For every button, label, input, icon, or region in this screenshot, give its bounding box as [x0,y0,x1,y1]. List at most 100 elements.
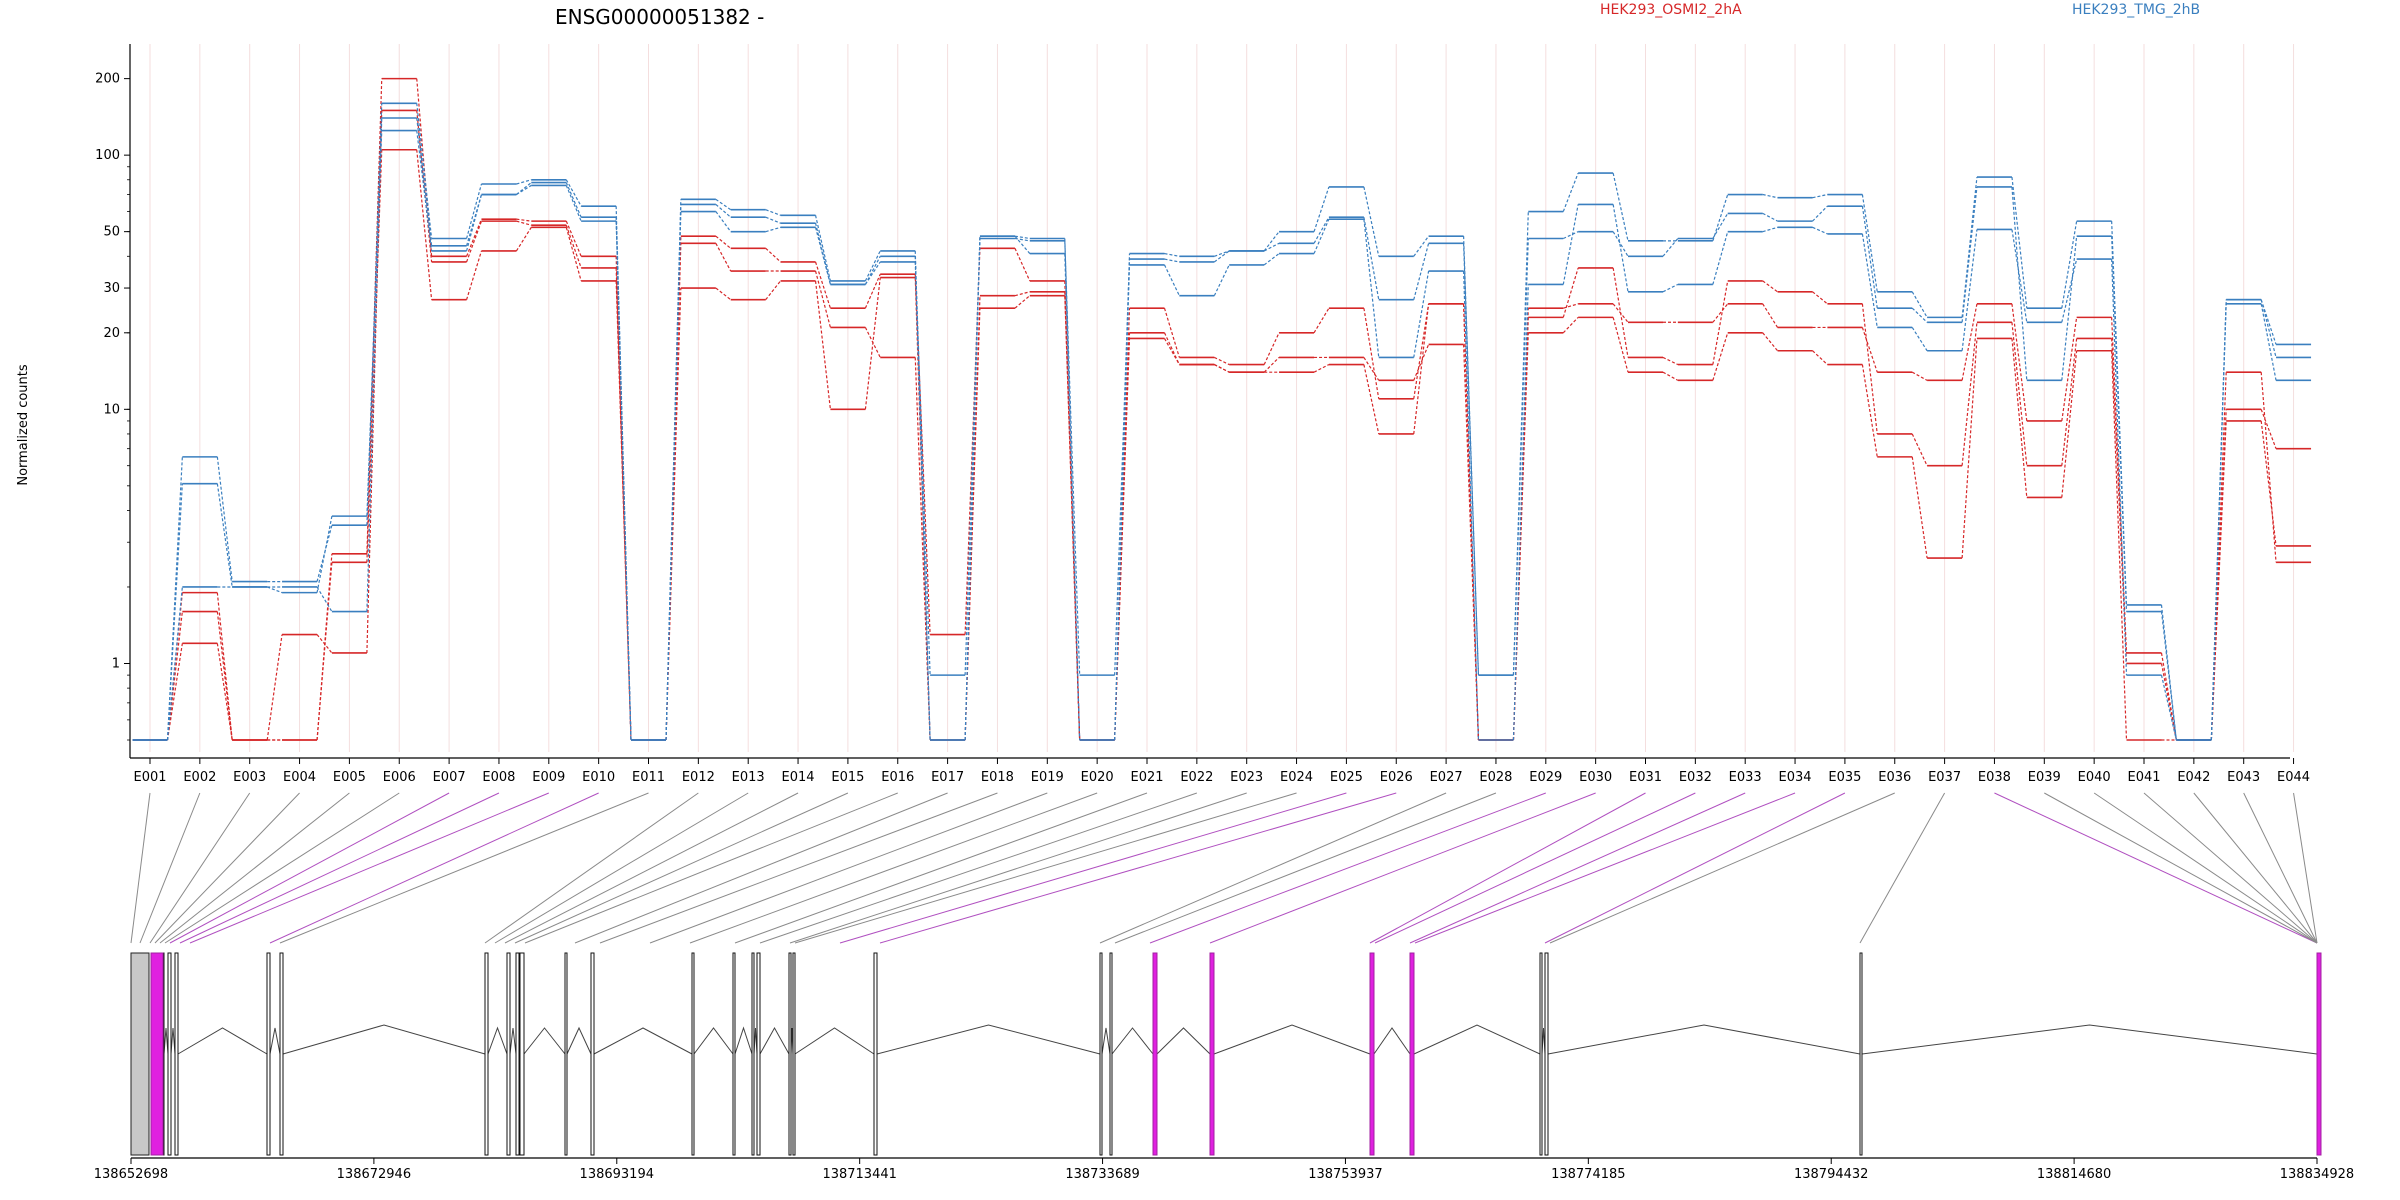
intron-26 [1413,1024,1541,1055]
exon-block-10 [515,952,520,1156]
legend-label-tmg: HEK293_TMG_2hB [2072,2,2200,18]
exon-label-e011: E011 [632,770,665,785]
series-5-segment-41 [2160,674,2177,741]
series-2-segment-34 [1812,350,1828,365]
connector-e026 [879,792,1397,944]
series-2-segment-14 [814,280,831,410]
series-2-segment-29 [1562,316,1579,334]
series-3-segment-7 [466,183,483,239]
series-1-segment-29 [1562,267,1579,318]
intron-8 [487,1026,508,1055]
series-0-segment-40 [2111,317,2128,653]
connector-e038 [1994,792,2318,944]
connector-e027 [1099,792,1447,944]
series-1-segment-37 [1961,322,1978,466]
genome-tick-label-4: 138733689 [1065,1167,1139,1182]
intron-11 [523,1027,566,1055]
series-3-segment-30 [1612,172,1629,241]
series-5-segment-17 [964,236,981,741]
series-0-segment-21 [1163,307,1180,358]
series-5-segment-22 [1213,264,1230,296]
exon-label-e031: E031 [1629,770,1662,785]
y-tick-label-10: 10 [103,402,120,417]
series-1-segment-4 [316,634,333,654]
plot-axes: 1 10 20 30 50 100 200 [95,44,2290,759]
series-1-segment-12 [715,243,732,272]
series-4-segment-7 [466,194,483,246]
intron-12 [566,1026,592,1055]
exon-label-e009: E009 [532,770,565,785]
series-3-segment-33 [1762,193,1778,199]
series-1-segment-30 [1612,267,1629,358]
series-0-segment-26 [1413,303,1430,399]
connector-e001 [130,792,151,944]
connector-e025 [839,792,1347,944]
series-4-segment-39 [2061,236,2078,381]
exon-label-e032: E032 [1679,770,1712,785]
series-2-segment-42 [2210,420,2227,741]
exon-block-6 [266,952,271,1156]
series-3-segment-29 [1562,172,1579,212]
series-3-segment-9 [565,179,582,207]
series-4-segment-25 [1363,217,1380,300]
series-3-segment-23 [1263,231,1280,252]
series-1-segment-31 [1662,356,1679,366]
series-4-segment-21 [1164,258,1180,263]
exon-block-15 [732,952,736,1156]
series-2-segment-26 [1413,303,1430,435]
exon-block-highlight [150,952,164,1156]
genome-tick-label-1: 138672946 [337,1167,411,1182]
series-2-segment-37 [1961,338,1978,559]
exon-label-e013: E013 [732,770,765,785]
series-5-segment-5 [366,130,383,517]
exon-label-e025: E025 [1330,770,1363,785]
series-2-segment-24 [1313,364,1330,373]
exon-label-e028: E028 [1479,770,1512,785]
genome-tick-label-6: 138774185 [1551,1167,1625,1182]
connector-e037 [1859,792,1946,944]
series-1-segment-33 [1762,280,1778,293]
connector-e004 [154,792,300,944]
series-5-segment-32 [1712,231,1729,285]
exon-label-e022: E022 [1180,770,1213,785]
exon-label-e017: E017 [931,770,964,785]
connector-e016 [524,792,898,944]
series-1-segment-7 [466,220,483,263]
exon-block-8 [484,952,489,1156]
exon-block-7 [279,952,284,1156]
series-5-segment-38 [2011,229,2028,323]
series-4-segment-13 [765,216,781,224]
series-2-segment-38 [2011,338,2028,498]
exon-block-4 [167,952,172,1156]
exon-block-22 [1109,952,1113,1156]
series-2-segment-21 [1163,338,1180,365]
connector-e014 [504,792,799,944]
exon-label-e033: E033 [1729,770,1762,785]
connector-e030 [1209,792,1596,944]
exon-label-e043: E043 [2227,770,2260,785]
connector-e039 [2044,792,2318,944]
genome-tick-label-2: 138693194 [580,1167,654,1182]
series-1-segment-21 [1163,332,1180,365]
series-4-segment-38 [2011,186,2028,381]
connector-e012 [484,792,699,944]
intron-29 [1861,1024,2318,1055]
exon-label-e042: E042 [2177,770,2210,785]
exon-block-17 [756,952,761,1156]
connector-e040 [2093,792,2318,944]
series-5-segment-11 [665,211,682,741]
exon-block-28 [1544,952,1549,1156]
series-2-segment-31 [1662,371,1679,381]
intron-15 [734,1026,753,1055]
exon-label-e044: E044 [2277,770,2310,785]
connector-e011 [279,792,649,944]
series-2-segment-39 [2061,350,2078,498]
intron-5 [177,1027,268,1055]
exon-label-e004: E004 [283,770,316,785]
series-3-segment-32 [1712,194,1729,242]
exon-label-e026: E026 [1380,770,1413,785]
exon-label-e027: E027 [1430,770,1463,785]
series-0-segment-32 [1712,303,1729,323]
series-3-segment-22 [1214,250,1230,257]
exon-label-e014: E014 [782,770,815,785]
